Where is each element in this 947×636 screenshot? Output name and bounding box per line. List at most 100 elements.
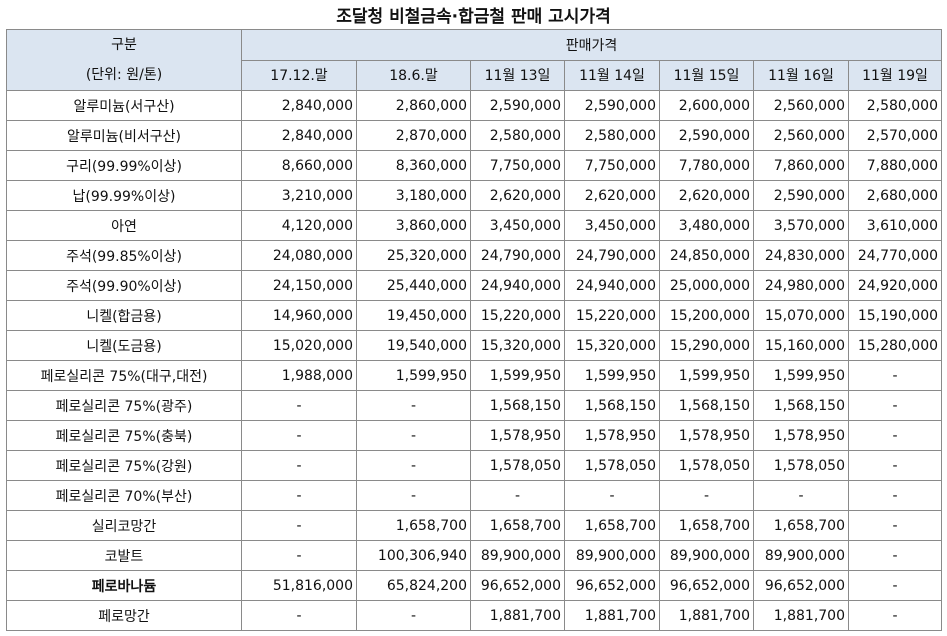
- table-row: 니켈(합금용) 14,960,000 19,450,000 15,220,000 15,…: [6, 300, 943, 331]
- price-cell: 24,150,000: [241, 270, 357, 301]
- row-label: 페로실리콘 75%(강원): [6, 450, 242, 481]
- price-cell: 1,568,150: [564, 390, 660, 421]
- table-row: 주석(99.85%이상) 24,080,000 25,320,000 24,790,0…: [6, 240, 943, 271]
- price-cell: 1,658,700: [470, 510, 565, 541]
- price-cell: 3,570,000: [753, 210, 849, 241]
- table-row: 페로실리콘 75%(대구,대전) 1,988,000 1,599,950 1,599,…: [6, 360, 943, 391]
- price-cell: -: [847, 390, 943, 421]
- price-cell: 89,900,000: [564, 540, 660, 571]
- table-row: 페로실리콘 70%(부산) - - - - - - -: [6, 480, 943, 511]
- price-cell: 25,320,000: [356, 240, 471, 271]
- price-cell: 1,881,700: [470, 600, 565, 631]
- price-cell: 24,940,000: [470, 270, 565, 301]
- price-cell: 7,860,000: [753, 150, 849, 181]
- price-cell: 15,020,000: [241, 330, 357, 361]
- category-label: 구분: [111, 37, 137, 53]
- price-cell: 89,900,000: [753, 540, 849, 571]
- price-cell: -: [241, 600, 357, 631]
- column-header: 11월 15일: [659, 59, 754, 91]
- price-cell: 1,578,050: [470, 450, 565, 481]
- price-cell: 24,790,000: [470, 240, 565, 271]
- price-cell: 96,652,000: [753, 570, 849, 601]
- row-label: 페로실리콘 70%(부산): [6, 480, 242, 511]
- table-row: 납(99.99%이상) 3,210,000 3,180,000 2,620,000 2,…: [6, 180, 943, 211]
- price-cell: 7,780,000: [659, 150, 754, 181]
- price-cell: 2,620,000: [470, 180, 565, 211]
- price-cell: 24,940,000: [564, 270, 660, 301]
- price-cell: 1,881,700: [659, 600, 754, 631]
- price-cell: -: [753, 480, 849, 511]
- price-cell: 1,578,950: [753, 420, 849, 451]
- table-row: 알루미늄(비서구산) 2,840,000 2,870,000 2,580,000 2,5…: [6, 120, 943, 151]
- row-label: 주석(99.85%이상): [6, 240, 242, 271]
- price-cell: 15,320,000: [470, 330, 565, 361]
- price-cell: 2,840,000: [241, 120, 357, 151]
- price-cell: 96,652,000: [659, 570, 754, 601]
- price-table: 구분 (단위: 원/톤) 판매가격 17.12.말 18.6.말 11월 13일 11월…: [6, 29, 943, 631]
- price-cell: 65,824,200: [356, 570, 471, 601]
- price-cell: 2,590,000: [564, 90, 660, 121]
- price-cell: 15,160,000: [753, 330, 849, 361]
- price-cell: -: [847, 420, 943, 451]
- column-header: 11월 19일: [847, 59, 943, 91]
- price-cell: 24,850,000: [659, 240, 754, 271]
- price-cell: 1,578,950: [564, 420, 660, 451]
- row-label: 아연: [6, 210, 242, 241]
- row-label: 주석(99.90%이상): [6, 270, 242, 301]
- price-cell: -: [356, 390, 471, 421]
- price-cell: 51,816,000: [241, 570, 357, 601]
- price-cell: 2,590,000: [659, 120, 754, 151]
- price-cell: 24,920,000: [847, 270, 943, 301]
- price-cell: 14,960,000: [241, 300, 357, 331]
- price-cell: 1,658,700: [564, 510, 660, 541]
- table-row: 페로실리콘 75%(광주) - -1,568,150 1,568,150 1,568,1…: [6, 390, 943, 421]
- price-cell: 1,658,700: [753, 510, 849, 541]
- unit-label: (단위: 원/톤): [85, 67, 163, 83]
- price-cell: -: [241, 510, 357, 541]
- price-cell: 1,578,050: [753, 450, 849, 481]
- price-cell: 24,770,000: [847, 240, 943, 271]
- price-cell: 1,658,700: [356, 510, 471, 541]
- price-cell: 24,790,000: [564, 240, 660, 271]
- table-row: 페로망간 - -1,881,700 1,881,700 1,881,700 1,881,7…: [6, 600, 943, 631]
- price-cell: 89,900,000: [470, 540, 565, 571]
- table-row: 코발트 -100,306,940 89,900,000 89,900,000 89,90…: [6, 540, 943, 571]
- price-cell: 2,580,000: [847, 90, 943, 121]
- price-cell: 7,750,000: [564, 150, 660, 181]
- price-cell: 2,580,000: [564, 120, 660, 151]
- row-label: 니켈(합금용): [6, 300, 242, 331]
- column-header: 11월 16일: [753, 59, 849, 91]
- price-cell: 96,652,000: [564, 570, 660, 601]
- price-cell: 2,840,000: [241, 90, 357, 121]
- price-cell: 1,568,150: [470, 390, 565, 421]
- column-header: 11월 13일: [470, 59, 565, 91]
- table-row: 알루미늄(서구산) 2,840,000 2,860,000 2,590,000 2,59…: [6, 90, 943, 121]
- price-cell: -: [659, 480, 754, 511]
- price-cell: -: [241, 450, 357, 481]
- table-row: 구리(99.99%이상) 8,660,000 8,360,000 7,750,000 7…: [6, 150, 943, 181]
- price-cell: 1,568,150: [659, 390, 754, 421]
- price-cell: 2,560,000: [753, 120, 849, 151]
- price-cell: 2,600,000: [659, 90, 754, 121]
- price-cell: 1,988,000: [241, 360, 357, 391]
- price-cell: -: [356, 600, 471, 631]
- price-cell: 4,120,000: [241, 210, 357, 241]
- price-cell: 3,210,000: [241, 180, 357, 211]
- price-cell: 1,599,950: [659, 360, 754, 391]
- title: 조달청 비철금속·합금철 판매 고시가격: [336, 7, 611, 27]
- price-cell: 8,360,000: [356, 150, 471, 181]
- price-cell: 7,880,000: [847, 150, 943, 181]
- table-row: 주석(99.90%이상) 24,150,000 25,440,000 24,940,0…: [6, 270, 943, 301]
- price-cell: 15,290,000: [659, 330, 754, 361]
- table-row: 페로실리콘 75%(강원) - -1,578,050 1,578,050 1,578,0…: [6, 450, 943, 481]
- price-cell: 2,580,000: [470, 120, 565, 151]
- price-cell: -: [847, 600, 943, 631]
- price-cell: 19,450,000: [356, 300, 471, 331]
- price-cell: 19,540,000: [356, 330, 471, 361]
- price-cell: 15,070,000: [753, 300, 849, 331]
- price-cell: 1,599,950: [470, 360, 565, 391]
- table-row: 페로바나듐 51,816,000 65,824,200 96,652,000 96,65…: [6, 570, 943, 601]
- row-label: 구리(99.99%이상): [6, 150, 242, 181]
- row-label: 페로실리콘 75%(광주): [6, 390, 242, 421]
- row-label: 납(99.99%이상): [6, 180, 242, 211]
